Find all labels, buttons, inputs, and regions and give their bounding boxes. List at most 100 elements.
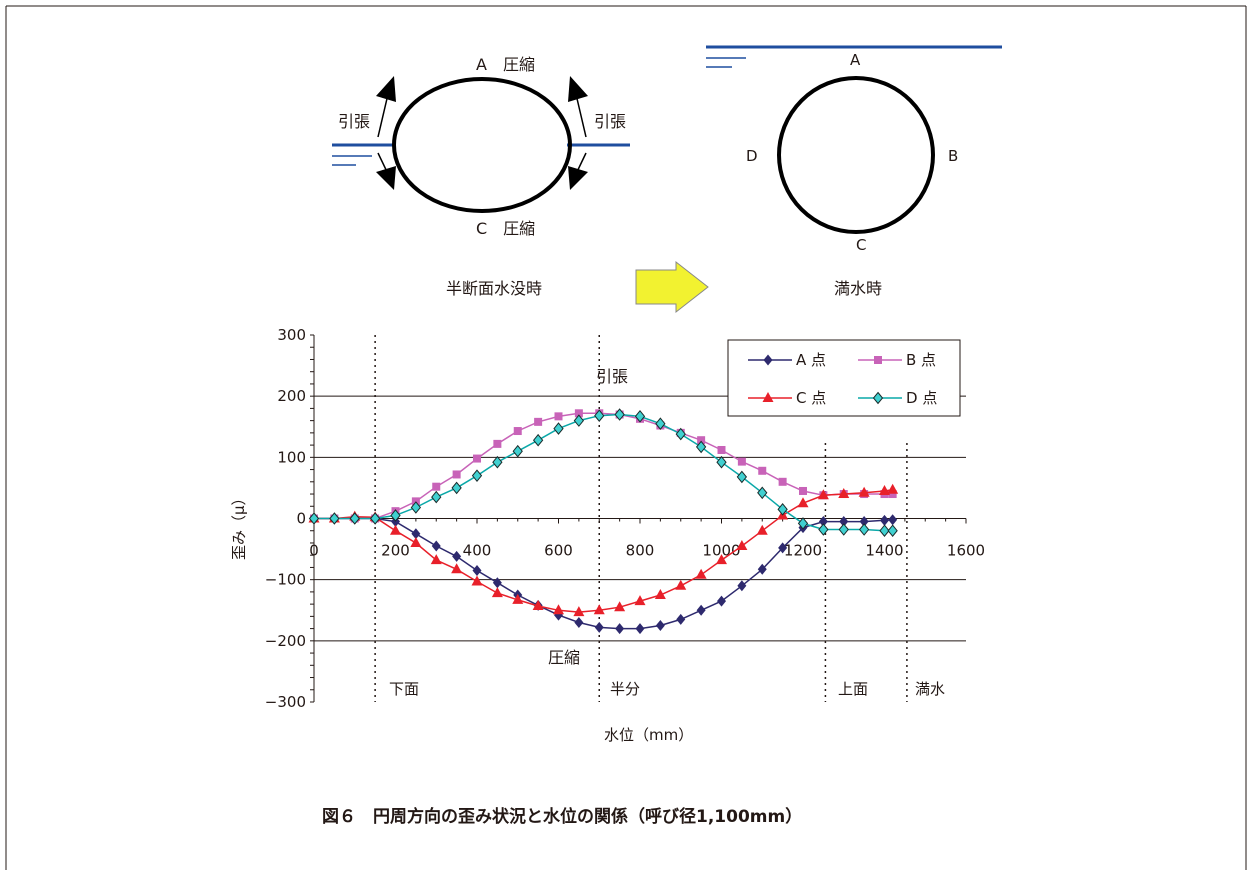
legend-item: A 点 [748, 351, 826, 369]
data-point [532, 433, 544, 447]
diagram-full: A B C D 満水時 [706, 45, 1002, 298]
chart-y-ticks: 300 200 100 0 −100 −200 −300 [265, 326, 306, 711]
data-point [880, 514, 889, 526]
data-point [390, 524, 401, 535]
data-point [614, 408, 625, 421]
label-a: A [850, 51, 861, 69]
data-point [532, 599, 544, 610]
data-point [757, 563, 767, 575]
series-line [314, 413, 893, 532]
data-point [818, 523, 829, 536]
data-point [887, 483, 899, 494]
data-point [594, 409, 605, 423]
legend-marker [874, 356, 882, 364]
data-point [513, 427, 522, 436]
data-point [615, 623, 625, 635]
label-a-compression: A 圧縮 [476, 55, 535, 74]
data-point [553, 422, 564, 435]
data-point [574, 409, 583, 418]
legend-label: C 点 [796, 389, 826, 407]
data-point [777, 503, 788, 516]
data-point [818, 516, 828, 528]
arrow-lower-right-icon [568, 166, 588, 190]
data-point [432, 482, 441, 491]
data-point [655, 417, 666, 430]
data-point [717, 445, 726, 454]
y-tick-label: 300 [277, 326, 306, 344]
data-point [888, 490, 897, 499]
legend-box [727, 339, 961, 417]
data-point [757, 486, 768, 500]
x-tick-label: 1400 [865, 542, 903, 560]
legend-marker [762, 392, 774, 402]
annotation-half: 半分 [610, 680, 640, 698]
legend-item: D 点 [858, 389, 937, 407]
x-tick-label: 200 [381, 542, 410, 560]
data-point [369, 512, 381, 525]
data-point [431, 540, 441, 552]
series-line [314, 489, 893, 613]
data-point [797, 497, 809, 508]
transition-arrow-icon [635, 260, 709, 314]
data-point [471, 575, 483, 586]
label-tension-right: 引張 [594, 112, 626, 131]
data-point [349, 512, 360, 525]
x-tick-label: 400 [463, 542, 492, 560]
x-tick-label: 1200 [784, 542, 822, 560]
data-point [390, 509, 401, 522]
data-point [797, 517, 809, 530]
data-point [452, 550, 462, 562]
data-point [716, 554, 727, 565]
caption-half-submerged: 半断面水没時 [446, 279, 542, 298]
data-point [594, 621, 604, 633]
data-point [879, 524, 890, 538]
series-b [310, 409, 897, 523]
data-point [716, 455, 727, 469]
y-tick-label: −200 [265, 632, 306, 650]
legend-item: B 点 [858, 351, 936, 369]
x-tick-label: 0 [309, 542, 319, 560]
legend-label: A 点 [796, 351, 826, 369]
data-point [839, 516, 849, 528]
data-point [676, 613, 686, 625]
data-point [471, 469, 483, 482]
data-point [879, 484, 890, 495]
data-point [655, 620, 665, 632]
legend-label: D 点 [906, 389, 937, 407]
data-point [838, 488, 850, 499]
y-tick-label: 100 [277, 448, 306, 466]
data-point [736, 470, 748, 484]
data-point [634, 595, 646, 606]
data-point [858, 523, 870, 536]
data-point [473, 454, 481, 463]
x-axis-label: 水位（mm） [604, 726, 693, 744]
data-point [614, 601, 626, 612]
data-point [675, 427, 686, 441]
label-c-compression: C 圧縮 [476, 219, 535, 238]
data-point [859, 516, 869, 528]
pipe-circle [777, 76, 935, 234]
data-point [695, 440, 707, 454]
data-point [736, 540, 748, 551]
data-point [675, 579, 687, 590]
series-d [308, 408, 898, 538]
y-axis-label: 歪み（μ） [230, 490, 248, 560]
tension-arrows [376, 76, 588, 190]
legend-label: B 点 [906, 351, 936, 369]
data-point [554, 412, 563, 421]
legend-item: C 点 [748, 389, 826, 407]
data-point [799, 486, 807, 495]
caption-full: 満水時 [834, 279, 882, 298]
data-point [756, 524, 768, 535]
data-point [634, 410, 646, 423]
data-point [492, 455, 503, 469]
data-point [593, 604, 605, 615]
data-point [431, 490, 442, 504]
chart-reference-lines [374, 335, 908, 702]
data-point [451, 481, 462, 495]
annotation-tension: 引張 [596, 367, 628, 386]
data-point [573, 606, 585, 617]
data-point [411, 528, 421, 540]
data-point [573, 414, 585, 427]
